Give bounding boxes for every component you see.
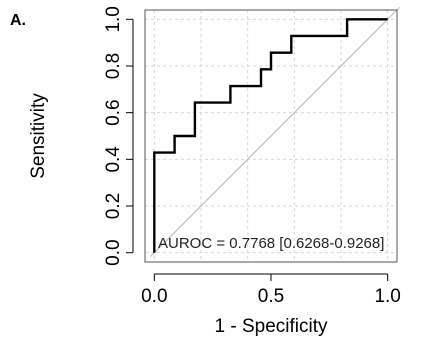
y-tick-label: 0.0 — [103, 239, 124, 265]
y-tick-label: 0.4 — [103, 146, 124, 173]
auroc-annotation: AUROC = 0.7768 [0.6268-0.9268] — [158, 235, 384, 252]
y-tick-label: 0.8 — [103, 53, 124, 79]
reference-diagonal — [149, 6, 401, 258]
y-axis-title: Sensitivity — [28, 93, 49, 179]
panel-label: A. — [10, 12, 26, 29]
x-axis-title: 1 - Specificity — [215, 316, 328, 337]
grid-layer — [145, 10, 397, 262]
plot-frame — [144, 9, 398, 263]
x-tick-label: 0.0 — [141, 286, 167, 307]
x-tick-label: 0.5 — [258, 286, 284, 307]
y-tick-label: 0.6 — [103, 99, 124, 125]
y-tick-label: 1.0 — [103, 6, 124, 32]
axis-layer: 0.0 0.2 0.4 0.6 0.8 1.0 0.0 0.5 1.0 — [103, 6, 401, 307]
x-tick-label: 1.0 — [374, 286, 400, 307]
y-tick-label: 0.2 — [103, 193, 124, 219]
roc-curve — [153, 18, 388, 253]
